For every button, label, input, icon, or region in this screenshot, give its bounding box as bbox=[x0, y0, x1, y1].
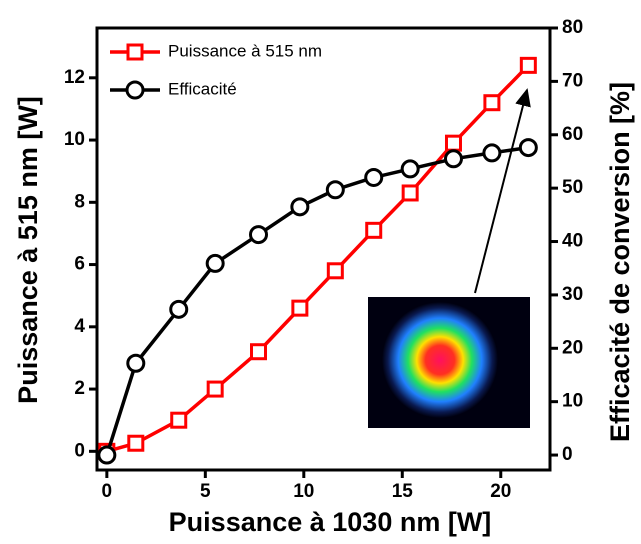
legend-marker bbox=[126, 43, 144, 61]
y-tick-label: 0 bbox=[74, 440, 85, 461]
legend-label: Puissance à 515 nm bbox=[168, 41, 322, 60]
y-tick-label: 8 bbox=[74, 191, 85, 212]
y2-tick-label: 50 bbox=[562, 177, 583, 198]
y2-tick-label: 30 bbox=[562, 284, 583, 305]
x-tick-label: 10 bbox=[293, 481, 314, 502]
legend-label: Efficacité bbox=[168, 79, 237, 98]
x-tick-label: 0 bbox=[102, 481, 113, 502]
data-point bbox=[206, 380, 224, 398]
data-point bbox=[205, 253, 225, 273]
data-point bbox=[291, 299, 309, 317]
data-point bbox=[443, 149, 463, 169]
arrow bbox=[474, 88, 531, 294]
data-point bbox=[518, 138, 538, 158]
data-point bbox=[401, 184, 419, 202]
data-point bbox=[400, 159, 420, 179]
y-axis-label: Puissance à 515 nm [W] bbox=[13, 96, 43, 404]
y-tick-label: 6 bbox=[74, 254, 85, 275]
y2-tick-label: 40 bbox=[562, 231, 583, 252]
plot-frame bbox=[95, 26, 552, 472]
data-point bbox=[364, 167, 384, 187]
data-point bbox=[326, 262, 344, 280]
data-point bbox=[97, 445, 117, 465]
y2-tick-label: 60 bbox=[562, 124, 583, 145]
y2-tick-label: 10 bbox=[562, 391, 583, 412]
data-point bbox=[169, 299, 189, 319]
data-point bbox=[170, 411, 188, 429]
beam-image bbox=[368, 297, 530, 428]
data-point bbox=[126, 353, 146, 373]
data-point bbox=[519, 56, 537, 74]
data-point bbox=[482, 143, 502, 163]
data-point bbox=[325, 180, 345, 200]
data-point bbox=[483, 94, 501, 112]
y-tick-label: 10 bbox=[64, 129, 85, 150]
y2-axis-label: Efficacité de conversion [%] bbox=[605, 82, 635, 442]
y2-tick-label: 0 bbox=[562, 444, 573, 465]
data-point bbox=[290, 197, 310, 217]
data-point bbox=[127, 434, 145, 452]
x-axis-label: Puissance à 1030 nm [W] bbox=[169, 507, 492, 537]
y2-tick-label: 80 bbox=[562, 17, 583, 38]
y-tick-label: 4 bbox=[74, 316, 85, 337]
data-point bbox=[249, 225, 269, 245]
data-point bbox=[365, 221, 383, 239]
y-tick-label: 12 bbox=[64, 67, 85, 88]
x-tick-label: 5 bbox=[200, 481, 211, 502]
data-point bbox=[444, 134, 462, 152]
legend-marker bbox=[125, 80, 145, 100]
y-tick-label: 2 bbox=[74, 378, 85, 399]
x-tick-label: 20 bbox=[490, 481, 511, 502]
data-point bbox=[250, 343, 268, 361]
y2-tick-label: 70 bbox=[562, 70, 583, 91]
x-tick-label: 15 bbox=[392, 481, 414, 502]
y2-tick-label: 20 bbox=[562, 337, 583, 358]
